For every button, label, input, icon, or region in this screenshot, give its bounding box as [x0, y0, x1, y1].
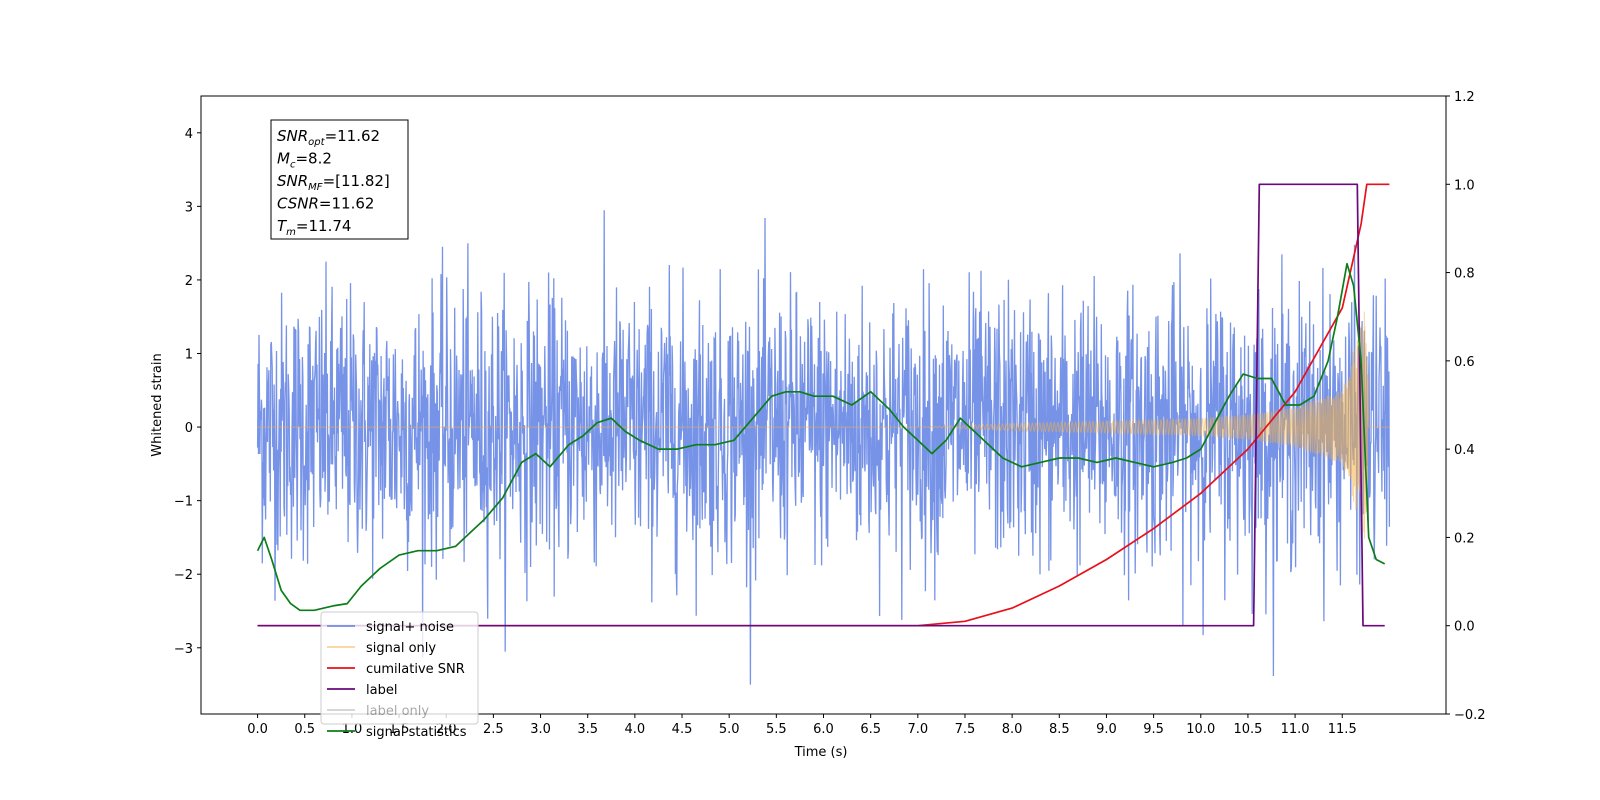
x-tick-label: 2.0 — [436, 722, 457, 737]
x-tick-label: 7.0 — [907, 722, 928, 737]
y-tick-label: 1 — [185, 348, 193, 363]
series-signal-noise — [256, 210, 1391, 685]
axes-layer: 0.0 0.5 1.0 1.5 2.0 2.5 3.0 3.5 4.0 4.5 5.0 5.5 6.0 6… — [174, 90, 1486, 737]
y2-tick-label: −0.2 — [1454, 708, 1486, 723]
series-label — [257, 183, 1385, 627]
x-axis-label: Time (s) — [794, 745, 848, 760]
x-tick-label: 1.5 — [389, 722, 410, 737]
series-signal-only — [257, 311, 1390, 539]
y-tick-label: 4 — [185, 127, 193, 142]
annotation-line: CSNR=11.62 — [277, 195, 374, 213]
y2-tick-label: 0.4 — [1454, 443, 1475, 458]
annotation-line: SNRMF=[11.82] — [277, 172, 390, 193]
x-tick-label: 9.0 — [1096, 722, 1117, 737]
y2-tick-label: 0.6 — [1454, 355, 1475, 370]
y2-tick-label: 0.8 — [1454, 267, 1475, 282]
x-tick-label: 3.5 — [577, 722, 598, 737]
annotation-value: =8.2 — [295, 150, 331, 168]
legend-label-only-label: label only — [366, 704, 429, 719]
annotation-line: Mc=8.2 — [277, 150, 332, 171]
series-cumulative-snr — [257, 183, 1390, 627]
x-tick-label: 4.0 — [625, 722, 646, 737]
x-tick-label: 6.5 — [860, 722, 881, 737]
x-tick-label: 9.5 — [1143, 722, 1164, 737]
annotation-value: =11.62 — [325, 127, 381, 145]
x-tick-label: 4.5 — [672, 722, 693, 737]
x-tick-label: 7.5 — [955, 722, 976, 737]
y-tick-label: 2 — [185, 274, 193, 289]
y2-tick-label: 1.0 — [1454, 178, 1475, 193]
annotation-symbol: SNR — [277, 172, 308, 190]
y-tick-label: −3 — [174, 642, 193, 657]
x-tick-label: 5.5 — [766, 722, 787, 737]
series-layer — [256, 183, 1391, 685]
y-axis-label: Whitened strain — [150, 353, 165, 456]
y2-tick-label: 0.0 — [1454, 620, 1475, 635]
annotation-subscript: MF — [308, 182, 323, 193]
series-signal-statistics — [256, 262, 1386, 612]
annotation-line: Tm=11.74 — [277, 217, 351, 238]
y-tick-label: −1 — [174, 495, 193, 510]
x-tick-label: 1.0 — [342, 722, 363, 737]
x-tick-label: 11.0 — [1281, 722, 1310, 737]
x-tick-label: 10.5 — [1233, 722, 1262, 737]
x-tick-label: 3.0 — [530, 722, 551, 737]
x-tick-label: 10.0 — [1186, 722, 1215, 737]
x-tick-label: 0.0 — [247, 722, 268, 737]
x-tick-label: 6.0 — [813, 722, 834, 737]
x-tick-label: 2.5 — [483, 722, 504, 737]
annotation-symbol: T — [277, 217, 288, 235]
x-tick-label: 8.0 — [1002, 722, 1023, 737]
legend-signal-noise-label: signal+ noise — [366, 620, 454, 635]
x-tick-label: 5.0 — [719, 722, 740, 737]
annotation-value: =11.74 — [296, 217, 352, 235]
annotation-line: SNRopt=11.62 — [277, 127, 380, 148]
y-tick-label: 3 — [185, 200, 193, 215]
legend-signal-statistics-label: signal statistics — [366, 725, 467, 740]
x-tick-label: 0.5 — [294, 722, 315, 737]
legend-label-label: label — [366, 683, 397, 698]
annotation-symbol: CSNR — [277, 195, 319, 213]
annotation-symbol: SNR — [277, 127, 308, 145]
y-tick-label: 0 — [185, 421, 193, 436]
legend-cumulative-snr-label: cumilative SNR — [366, 662, 465, 677]
y2-tick-label: 0.2 — [1454, 531, 1475, 546]
y2-tick-label: 1.2 — [1454, 90, 1475, 105]
annotation-subscript: m — [286, 227, 296, 238]
annotation-subscript: c — [290, 160, 296, 171]
x-tick-label: 11.5 — [1328, 722, 1357, 737]
legend-signal-only-label: signal only — [366, 641, 436, 656]
annotation-value: =[11.82] — [323, 172, 390, 190]
legend-frame — [320, 611, 479, 725]
annotation-frame — [270, 119, 409, 240]
annotation-subscript: opt — [308, 137, 325, 148]
annotation-value: =11.62 — [319, 195, 375, 213]
y-tick-label: −2 — [174, 568, 193, 583]
legend: signal+ noise signal only cumilative SNR la… — [320, 611, 479, 740]
annotation-box: SNRopt=11.62Mc=8.2SNRMF=[11.82]CSNR=11.6… — [270, 119, 409, 240]
annotation-symbol: M — [277, 150, 290, 168]
x-tick-label: 8.5 — [1049, 722, 1070, 737]
